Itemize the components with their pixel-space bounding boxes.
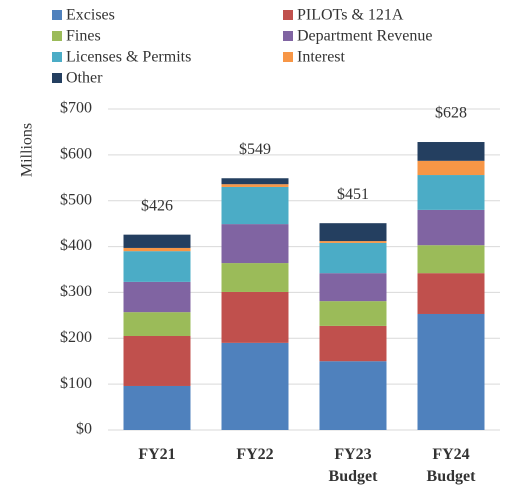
bar-segment (319, 301, 387, 326)
bar-segment (319, 325, 387, 362)
bar-segment (123, 251, 191, 282)
legend-swatch (52, 31, 62, 41)
bar-segment (123, 234, 191, 248)
legend-swatch (283, 10, 293, 20)
total-label: $628 (435, 105, 467, 122)
x-tick-label: FY24 Budget (426, 446, 476, 485)
legend-swatch (52, 73, 62, 83)
y-tick-label: $100 (60, 375, 92, 392)
y-tick-label: $400 (60, 237, 92, 254)
x-tick-label: FY22 (236, 446, 274, 463)
y-axis-label: Millions (19, 123, 36, 177)
bar-segment (123, 281, 191, 313)
bar-segment (417, 245, 485, 274)
y-tick-label: $0 (76, 421, 92, 438)
bar-segment (221, 263, 289, 292)
legend-swatch (283, 52, 293, 62)
x-tick-label: FY23 Budget (328, 446, 378, 485)
total-label: $426 (141, 197, 173, 214)
bar-segment (319, 223, 387, 242)
y-tick-label: $700 (60, 100, 92, 117)
bar-segment (417, 273, 485, 314)
x-tick-label: FY21 (138, 446, 176, 463)
bar-segment (221, 291, 289, 343)
y-tick-label: $500 (60, 191, 92, 208)
bar-segment (123, 385, 191, 430)
legend-label: Interest (297, 49, 346, 66)
total-label: $451 (337, 186, 369, 203)
legend-label: Other (66, 70, 103, 87)
bar-segment (319, 361, 387, 430)
legend-label: PILOTs & 121A (297, 7, 404, 24)
bar-segment (221, 186, 289, 225)
bar-segment (221, 178, 289, 185)
bar-segment (123, 312, 191, 336)
legend-swatch (52, 10, 62, 20)
bar-segment (221, 224, 289, 264)
legend-label: Department Revenue (297, 28, 433, 45)
bar-segment (417, 142, 485, 161)
bar-segment (319, 242, 387, 274)
total-label: $549 (239, 141, 271, 158)
legend-label: Fines (66, 28, 101, 45)
y-tick-label: $600 (60, 146, 92, 163)
bar-segment (319, 241, 387, 243)
bar-segment (123, 335, 191, 386)
bar-segment (417, 175, 485, 210)
bar-segment (417, 160, 485, 176)
y-tick-label: $300 (60, 283, 92, 300)
bar-segment (319, 273, 387, 302)
y-tick-label: $200 (60, 329, 92, 346)
bar-segment (221, 342, 289, 430)
legend-label: Excises (66, 7, 115, 24)
bar-segment (417, 209, 485, 246)
legend-swatch (283, 31, 293, 41)
bar-segment (417, 313, 485, 430)
bar-segment (221, 184, 289, 187)
legend-label: Licenses & Permits (66, 49, 191, 66)
bar-segment (123, 247, 191, 252)
legend-swatch (52, 52, 62, 62)
